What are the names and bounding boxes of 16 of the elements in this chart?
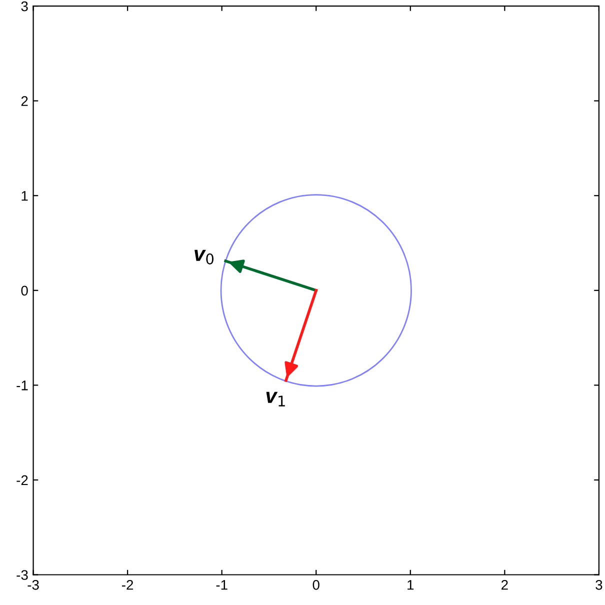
y-tick-label: 2	[21, 96, 28, 106]
x-tick-label: -2	[122, 580, 134, 590]
y-tick-label: -2	[16, 475, 28, 485]
annotation: v$_{0}$	[194, 250, 214, 264]
annotation: v$_{1}$	[266, 392, 285, 406]
y-tick-label: 3	[21, 1, 28, 12]
x-tick-label: 0	[312, 580, 320, 590]
x-tick-label: -1	[216, 580, 228, 590]
x-tick-label: 2	[502, 580, 508, 590]
y-tick-label: -1	[16, 380, 28, 390]
y-tick-label: 1	[22, 191, 28, 201]
x-tick-label: -3	[28, 580, 39, 590]
y-tick-label: -3	[16, 570, 28, 580]
x-tick-label: 3	[596, 580, 602, 590]
y-tick-label: 0	[21, 286, 28, 296]
x-tick-label: 1	[408, 580, 414, 590]
